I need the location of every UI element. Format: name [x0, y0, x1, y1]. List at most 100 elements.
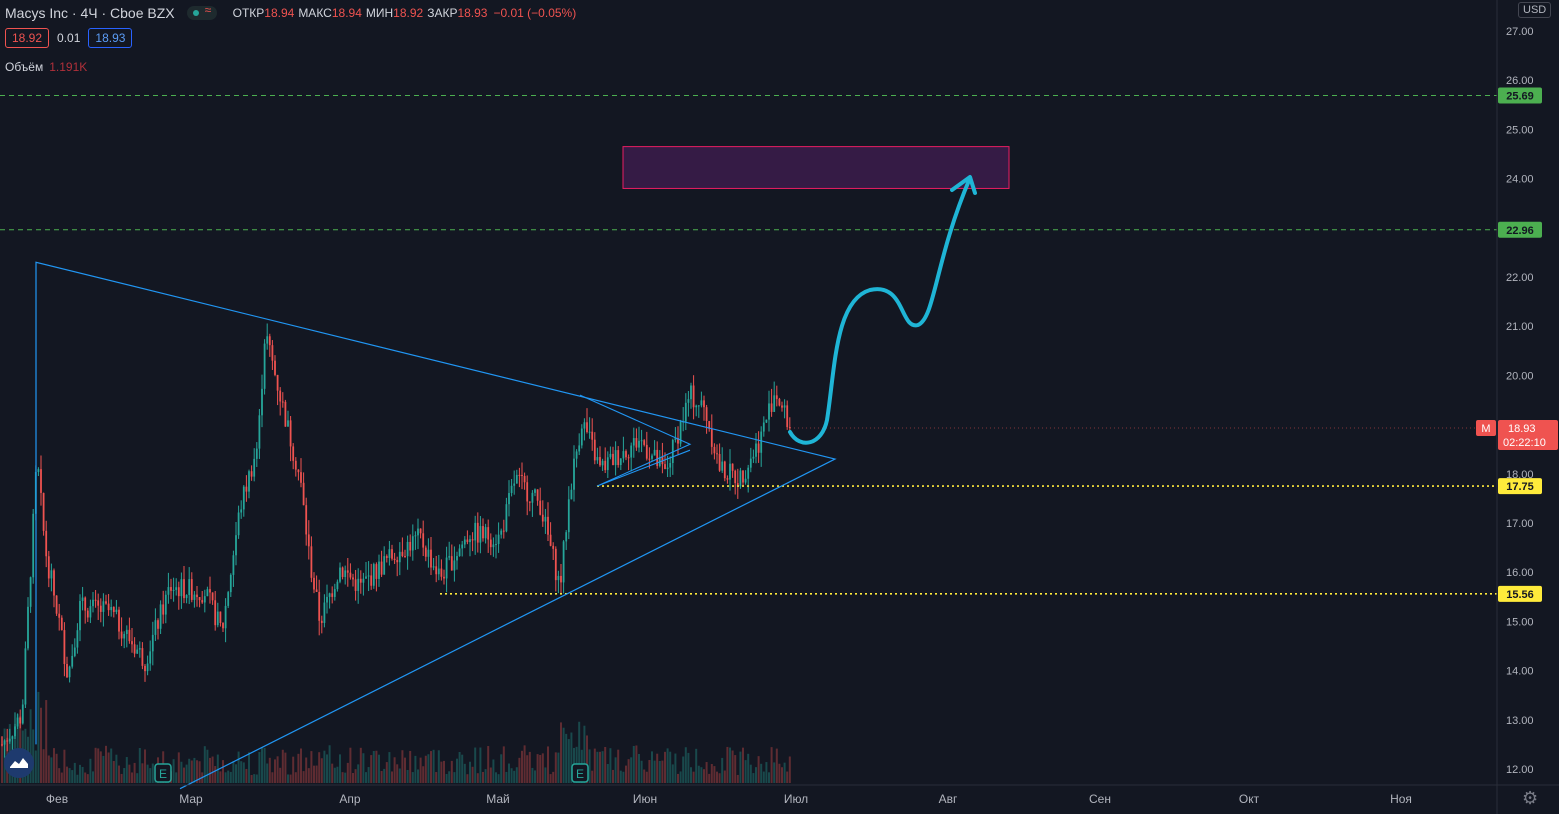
- candle-body: [180, 579, 183, 597]
- candle-body: [445, 557, 448, 579]
- candle-body: [86, 610, 89, 618]
- volume-bar: [443, 760, 445, 783]
- volume-bar: [718, 773, 721, 783]
- candle-body: [422, 533, 425, 548]
- volume-bar: [599, 751, 601, 783]
- candle-body: [206, 589, 209, 597]
- candle-body: [164, 594, 167, 615]
- candle-body: [729, 463, 731, 480]
- symbol-title[interactable]: Macys Inc · 4Ч · Cboe BZX: [5, 5, 175, 21]
- volume-bar: [105, 745, 107, 783]
- volume-bar: [266, 763, 269, 783]
- candle-body: [79, 600, 81, 631]
- candle-body: [614, 450, 617, 466]
- candle-body: [66, 663, 68, 678]
- gear-icon[interactable]: ⚙: [1522, 788, 1539, 808]
- candle-body: [94, 599, 97, 601]
- low-value: 18.92: [393, 6, 424, 20]
- volume-bar: [739, 751, 742, 783]
- volume-bar: [687, 752, 690, 783]
- volume-bar: [120, 773, 123, 783]
- candle-body: [770, 403, 773, 412]
- candle-body: [523, 475, 526, 483]
- candle-body: [492, 544, 495, 548]
- volume-bar: [86, 774, 89, 783]
- time-scale[interactable]: Фев Мар Апр Май Июн Июл Авг Сен Окт Ноя: [0, 784, 1559, 806]
- ask-button[interactable]: 18.93: [88, 28, 133, 48]
- x-tick-label: Мар: [179, 792, 203, 806]
- volume-bar: [177, 752, 180, 783]
- candle-body: [440, 568, 443, 577]
- candle-body: [539, 500, 542, 515]
- y-tick-label: 18.00: [1506, 469, 1534, 481]
- candle-body: [302, 482, 305, 506]
- volume-bar: [534, 770, 536, 783]
- volume-bar: [528, 751, 531, 783]
- volume-bar: [294, 772, 297, 783]
- candle-body: [27, 606, 29, 649]
- candle-body: [690, 385, 692, 400]
- candle-body: [183, 579, 185, 599]
- candle-body: [448, 556, 451, 558]
- volume-bar: [380, 770, 383, 783]
- tradingview-logo-icon[interactable]: [4, 748, 34, 778]
- candle-body: [414, 535, 417, 537]
- bid-button[interactable]: 18.92: [5, 28, 50, 48]
- candle-body: [731, 463, 734, 471]
- candle-body: [398, 551, 401, 563]
- candle-body: [229, 574, 232, 593]
- volume-bar: [248, 752, 250, 783]
- candle-body: [365, 576, 367, 579]
- candle-body: [144, 665, 146, 672]
- volume-bar: [752, 773, 755, 783]
- candle-body: [747, 467, 750, 479]
- volume-bar: [79, 764, 81, 783]
- candle-body: [201, 600, 204, 603]
- volume-bar: [68, 768, 71, 783]
- volume-bar: [583, 725, 586, 783]
- volume-bar: [648, 760, 651, 783]
- candle-body: [190, 579, 193, 600]
- candle-body: [786, 405, 789, 428]
- candle-body: [349, 572, 352, 578]
- volume-bar: [388, 752, 391, 783]
- candle-body: [21, 704, 24, 724]
- candle-body: [775, 395, 778, 399]
- candle-body: [292, 446, 295, 461]
- candle-body: [744, 478, 747, 483]
- volume-bar: [110, 748, 113, 783]
- volume-bar: [172, 759, 175, 783]
- candle-body: [19, 717, 22, 724]
- volume-bar: [34, 750, 37, 783]
- candle-body: [708, 421, 711, 429]
- candle-body: [193, 594, 196, 600]
- candle-body: [159, 604, 162, 629]
- volume-bar: [292, 756, 295, 783]
- volume-bar: [417, 769, 419, 783]
- volume-bar: [612, 769, 614, 783]
- candle-body: [89, 606, 92, 618]
- x-tick-label: Фев: [46, 792, 68, 806]
- volume-bar: [258, 752, 261, 783]
- volume-bar: [55, 753, 58, 783]
- candle-body: [736, 483, 739, 487]
- candle-body: [393, 558, 396, 561]
- volume-bar: [198, 761, 201, 783]
- volume-bar: [461, 754, 464, 783]
- candle-body: [209, 589, 211, 593]
- price-scale[interactable]: 27.00 26.00 25.00 24.00 22.00 21.00 20.00 18.00…: [1476, 0, 1559, 814]
- candle-body: [333, 589, 336, 597]
- candle-body: [284, 401, 287, 427]
- volume-bar: [313, 765, 315, 783]
- candle-body: [136, 649, 139, 654]
- candle-body: [255, 448, 258, 459]
- candle-body: [123, 633, 126, 639]
- candle-body: [188, 579, 191, 595]
- candle-body: [279, 390, 282, 402]
- candle-body: [404, 555, 406, 557]
- volume-bar: [669, 751, 672, 783]
- currency-button[interactable]: USD: [1518, 2, 1552, 18]
- volume-bar: [253, 774, 256, 783]
